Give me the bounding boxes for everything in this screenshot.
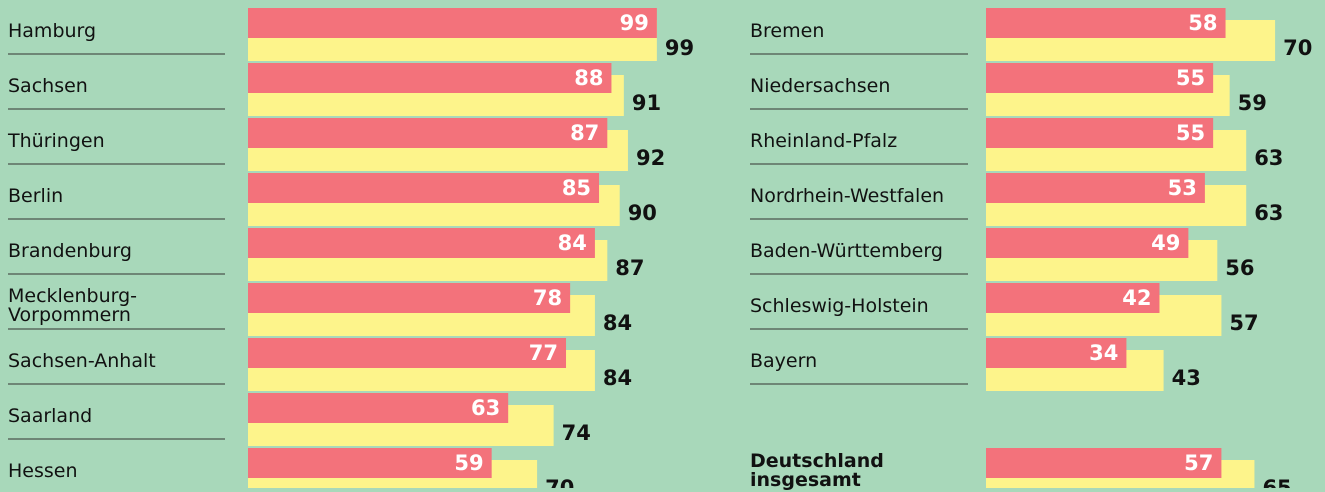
value-label: 59 <box>454 451 483 475</box>
value-label: 70 <box>545 476 574 488</box>
value-label: 34 <box>1089 341 1118 365</box>
value-label: 84 <box>603 366 632 390</box>
category-label: Sachsen <box>8 74 88 97</box>
value-label: 70 <box>1283 36 1312 60</box>
bar <box>248 393 509 423</box>
value-label: 63 <box>471 396 500 420</box>
bar <box>248 173 600 203</box>
category-label: Brandenburg <box>8 239 132 262</box>
value-label: 63 <box>1254 146 1283 170</box>
category-label: Sachsen-Anhalt <box>8 349 156 372</box>
bar <box>986 173 1205 203</box>
bar <box>248 118 608 148</box>
value-label: 42 <box>1122 286 1151 310</box>
category-label: Nordrhein-Westfalen <box>750 184 945 207</box>
value-label: 56 <box>1225 256 1254 280</box>
bar <box>986 118 1214 148</box>
category-label: Saarland <box>8 404 93 427</box>
category-label: Rheinland-Pfalz <box>750 129 898 152</box>
bar <box>986 63 1214 93</box>
bar <box>986 228 1189 258</box>
value-label: 90 <box>628 201 657 225</box>
category-label: Hessen <box>8 459 78 482</box>
value-label: 78 <box>533 286 562 310</box>
value-label: 59 <box>1238 91 1267 115</box>
value-label: 88 <box>574 66 603 90</box>
value-label: 43 <box>1172 366 1201 390</box>
value-label: 49 <box>1151 231 1180 255</box>
category-label: Mecklenburg-Vorpommern <box>8 285 138 326</box>
value-label: 57 <box>1229 311 1258 335</box>
bar <box>248 338 567 368</box>
bar <box>248 228 595 258</box>
value-label: 57 <box>1184 451 1213 475</box>
value-label: 84 <box>603 311 632 335</box>
value-label: 99 <box>620 11 649 35</box>
category-label: Berlin <box>8 184 64 207</box>
value-label: 65 <box>1262 476 1291 488</box>
value-label: 77 <box>529 341 558 365</box>
value-label: 55 <box>1176 121 1205 145</box>
bar <box>248 63 612 93</box>
value-label: 74 <box>562 421 591 445</box>
value-label: 84 <box>558 231 587 255</box>
bar <box>248 283 571 313</box>
category-label: Baden-Württemberg <box>750 239 943 262</box>
value-label: 91 <box>632 91 661 115</box>
value-label: 87 <box>570 121 599 145</box>
bar <box>248 8 657 38</box>
category-label: Thüringen <box>8 129 105 152</box>
bar <box>986 8 1226 38</box>
category-label: Bayern <box>750 349 818 372</box>
value-label: 55 <box>1176 66 1205 90</box>
value-label: 63 <box>1254 201 1283 225</box>
value-label: 85 <box>562 176 591 200</box>
value-label: 92 <box>636 146 665 170</box>
category-label: Deutschland insgesamt <box>750 450 884 491</box>
value-label: 58 <box>1188 11 1217 35</box>
value-label: 99 <box>665 36 694 60</box>
value-label: 53 <box>1168 176 1197 200</box>
bar <box>986 338 1127 368</box>
bar <box>986 283 1160 313</box>
category-label: Schleswig-Holstein <box>750 294 929 317</box>
category-label: Bremen <box>750 19 825 42</box>
value-label: 87 <box>615 256 644 280</box>
category-label: Hamburg <box>8 19 97 42</box>
category-label: Niedersachsen <box>750 74 891 97</box>
bar <box>248 448 492 478</box>
bar <box>986 448 1222 478</box>
